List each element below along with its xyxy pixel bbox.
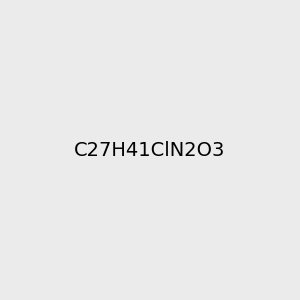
Text: C27H41ClN2O3: C27H41ClN2O3	[74, 140, 226, 160]
